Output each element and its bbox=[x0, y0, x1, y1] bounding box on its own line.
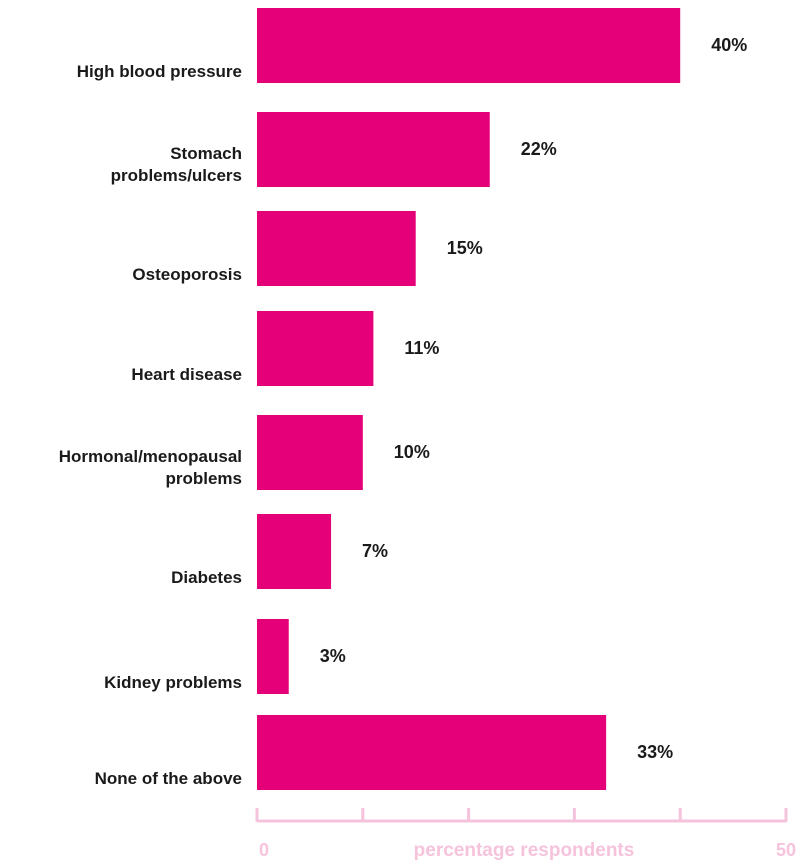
value-label-8: 33% bbox=[637, 742, 673, 762]
x-axis: 0 50 bbox=[255, 808, 796, 860]
x-tick-label-1: 50 bbox=[776, 840, 796, 860]
category-label-8: None of the above bbox=[95, 769, 242, 788]
value-label-1: 40% bbox=[711, 35, 747, 55]
category-label-line: Diabetes bbox=[171, 568, 242, 587]
value-label-6: 7% bbox=[362, 541, 388, 561]
x-tick-label-0: 0 bbox=[259, 840, 269, 860]
bar-6 bbox=[257, 514, 332, 589]
category-label-line: Osteoporosis bbox=[132, 265, 242, 284]
value-labels: 40% 22% 15% 11% 10% 7% 3% 33% bbox=[320, 35, 747, 762]
value-label-4: 11% bbox=[404, 338, 439, 358]
category-label-line: High blood pressure bbox=[77, 62, 242, 81]
category-label-line: Heart disease bbox=[131, 365, 242, 384]
category-label-3: Osteoporosis bbox=[132, 265, 242, 284]
category-label-2: Stomach problems/ulcers bbox=[111, 144, 242, 185]
value-label-5: 10% bbox=[394, 442, 430, 462]
bar-8 bbox=[257, 715, 607, 790]
category-label-line: Kidney problems bbox=[104, 673, 242, 692]
category-label-5: Hormonal/menopausal problems bbox=[59, 447, 242, 488]
category-label-1: High blood pressure bbox=[77, 62, 242, 81]
bar-1 bbox=[257, 8, 681, 83]
category-label-line: problems/ulcers bbox=[111, 166, 242, 185]
category-labels: High blood pressure Stomach problems/ulcer… bbox=[59, 62, 242, 788]
category-label-4: Heart disease bbox=[131, 365, 242, 384]
value-label-7: 3% bbox=[320, 646, 346, 666]
x-axis-title: percentage respondents bbox=[414, 840, 635, 861]
bar-4 bbox=[257, 311, 374, 386]
value-label-3: 15% bbox=[447, 238, 483, 258]
bars bbox=[257, 8, 681, 790]
value-label-2: 22% bbox=[521, 139, 557, 159]
category-label-line: None of the above bbox=[95, 769, 242, 788]
bar-3 bbox=[257, 211, 416, 286]
category-label-line: Hormonal/menopausal bbox=[59, 447, 242, 466]
category-label-line: problems bbox=[165, 469, 242, 488]
category-label-6: Diabetes bbox=[171, 568, 242, 587]
bar-5 bbox=[257, 415, 363, 490]
category-label-7: Kidney problems bbox=[104, 673, 242, 692]
category-label-line: Stomach bbox=[170, 144, 242, 163]
bar-7 bbox=[257, 619, 289, 694]
bar-2 bbox=[257, 112, 490, 187]
